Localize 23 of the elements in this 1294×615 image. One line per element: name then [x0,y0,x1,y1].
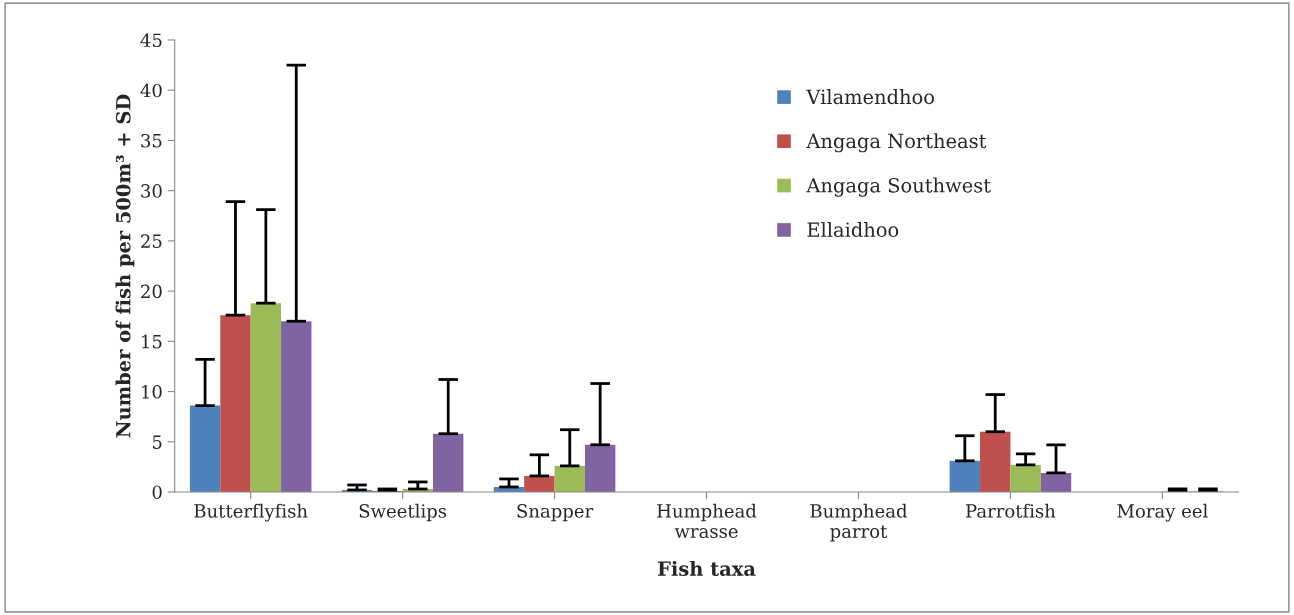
y-tick-label: 25 [141,234,162,248]
y-tick-label: 35 [141,133,162,148]
x-axis-title: Fish taxa [658,560,756,576]
legend-label: Angaga Northeast [806,133,987,153]
y-tick-label: 15 [142,334,162,349]
y-tick-label: 5 [152,435,162,449]
y-tick-label: 20 [141,284,162,299]
x-tick-label: Sweetlips [359,503,447,522]
y-tick-label: 45 [140,33,162,48]
x-tick-label: Bumphead parrot [810,503,908,542]
y-tick-label: 0 [152,485,162,500]
y-axis-title: Number of fish per 500m³ + SD [115,94,135,438]
x-tick-label: Snapper [517,504,594,522]
x-tick-label: Moray eel [1117,503,1208,522]
y-tick-label: 40 [140,83,162,98]
x-tick-label: Humphead wrasse [657,503,757,538]
legend-label: Angaga Southwest [806,177,991,197]
y-tick-label: 30 [141,184,162,198]
legend-label: Vilamendhoo [806,89,934,105]
x-tick-label: Butterflyfish [194,503,308,522]
x-tick-label: Parrotfish [966,503,1056,518]
legend-label: Ellaidhoo [807,221,899,238]
y-tick-label: 10 [142,385,162,399]
